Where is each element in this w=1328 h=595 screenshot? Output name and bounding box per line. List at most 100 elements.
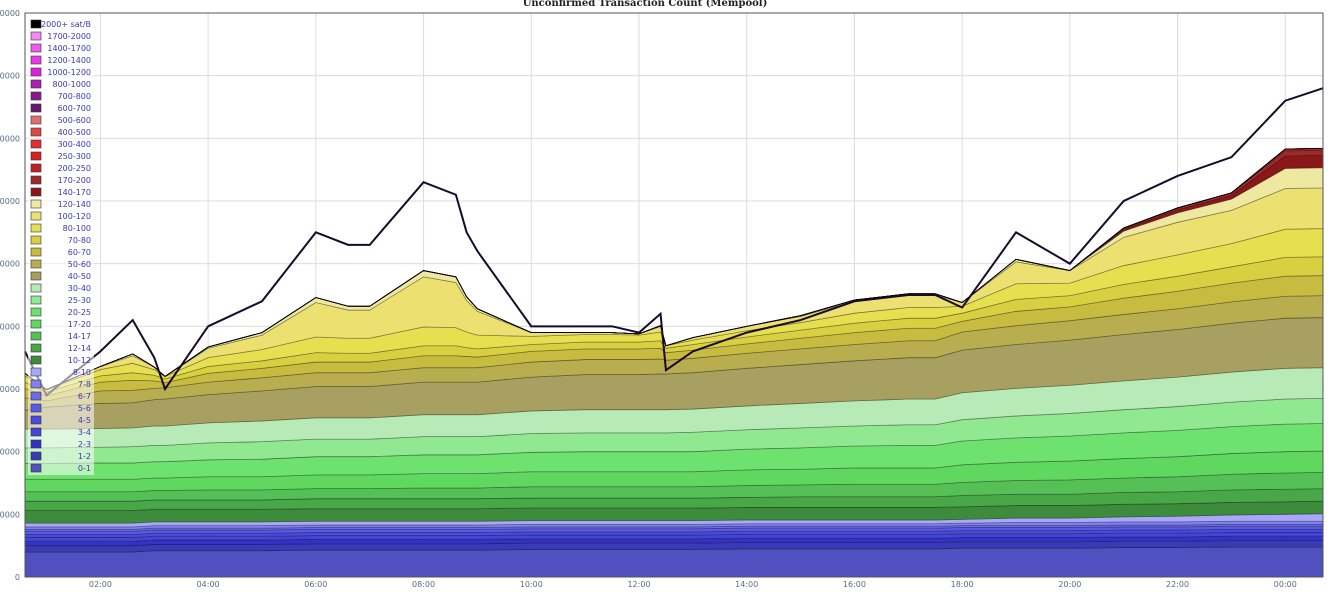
legend-label: 0-1	[78, 464, 91, 473]
legend-swatch	[30, 367, 42, 377]
legend-swatch	[30, 451, 42, 461]
legend-swatch	[30, 271, 42, 281]
legend-label: 14-17	[68, 332, 91, 341]
legend-swatch	[30, 403, 42, 413]
chart-title: Unconfirmed Transaction Count (Mempool)	[523, 0, 768, 9]
x-tick-label: 00:00	[1274, 580, 1297, 589]
legend-swatch	[30, 247, 42, 257]
y-tick-label: 60000	[0, 197, 20, 206]
y-tick-label: 70000	[0, 134, 20, 143]
legend-entry: 2000+ sat/B	[30, 19, 91, 29]
y-tick-label: 90000	[0, 9, 20, 18]
legend-label: 1000-1200	[47, 68, 91, 77]
legend-swatch	[30, 175, 42, 185]
legend-label: 140-170	[58, 188, 91, 197]
plot-frame	[24, 12, 1324, 578]
legend-entry: 100-120	[30, 211, 91, 221]
legend-label: 200-250	[58, 164, 91, 173]
y-tick-label: 0	[15, 573, 20, 582]
y-tick-label: 50000	[0, 260, 20, 269]
legend-label: 2-3	[78, 440, 91, 449]
legend-label: 8-10	[73, 368, 91, 377]
x-tick-label: 10:00	[520, 580, 543, 589]
legend-entry: 70-80	[30, 235, 91, 245]
x-tick-label: 02:00	[89, 580, 112, 589]
legend-swatch	[30, 115, 42, 125]
legend-label: 3-4	[78, 428, 91, 437]
legend-entry: 1700-2000	[30, 31, 91, 41]
legend-swatch	[30, 295, 42, 305]
legend-swatch	[30, 391, 42, 401]
legend-entry: 200-250	[30, 163, 91, 173]
legend-label: 20-25	[68, 308, 91, 317]
legend-entry: 400-500	[30, 127, 91, 137]
legend-swatch	[30, 163, 42, 173]
legend-label: 12-14	[68, 344, 91, 353]
legend-swatch	[30, 355, 42, 365]
legend-label: 1-2	[78, 452, 91, 461]
legend-label: 25-30	[68, 296, 91, 305]
legend-entry: 50-60	[30, 259, 91, 269]
x-tick-label: 16:00	[843, 580, 866, 589]
legend-entry: 7-8	[30, 379, 91, 389]
legend-label: 1700-2000	[47, 32, 91, 41]
legend-entry: 8-10	[30, 367, 91, 377]
legend-entry: 700-800	[30, 91, 91, 101]
legend-label: 40-50	[68, 272, 91, 281]
legend-entry: 2-3	[30, 439, 91, 449]
legend-entry: 3-4	[30, 427, 91, 437]
legend-entry: 800-1000	[30, 79, 91, 89]
legend-swatch	[30, 439, 42, 449]
legend-label: 100-120	[58, 212, 91, 221]
legend: 2000+ sat/B 1700-2000 1400-1700 1200-1400 10…	[28, 17, 94, 475]
legend-label: 800-1000	[52, 80, 91, 89]
x-tick-label: 22:00	[1166, 580, 1189, 589]
legend-label: 1200-1400	[47, 56, 91, 65]
legend-entry: 40-50	[30, 271, 91, 281]
x-tick-label: 20:00	[1058, 580, 1081, 589]
legend-label: 400-500	[58, 128, 91, 137]
legend-swatch	[30, 283, 42, 293]
legend-swatch	[30, 91, 42, 101]
legend-entry: 20-25	[30, 307, 91, 317]
legend-swatch	[30, 427, 42, 437]
legend-label: 250-300	[58, 152, 91, 161]
legend-entry: 30-40	[30, 283, 91, 293]
legend-swatch	[30, 67, 42, 77]
legend-label: 60-70	[68, 248, 91, 257]
legend-entry: 25-30	[30, 295, 91, 305]
legend-label: 6-7	[78, 392, 91, 401]
legend-swatch	[30, 223, 42, 233]
legend-swatch	[30, 199, 42, 209]
legend-swatch	[30, 151, 42, 161]
legend-entry: 1000-1200	[30, 67, 91, 77]
legend-swatch	[30, 127, 42, 137]
x-tick-label: 18:00	[951, 580, 974, 589]
legend-swatch	[30, 187, 42, 197]
legend-swatch	[30, 103, 42, 113]
legend-swatch	[30, 55, 42, 65]
legend-entry: 17-20	[30, 319, 91, 329]
legend-swatch	[30, 211, 42, 221]
legend-label: 4-5	[78, 416, 91, 425]
legend-entry: 300-400	[30, 139, 91, 149]
legend-swatch	[30, 235, 42, 245]
legend-entry: 60-70	[30, 247, 91, 257]
legend-entry: 600-700	[30, 103, 91, 113]
legend-swatch	[30, 307, 42, 317]
x-tick-label: 04:00	[197, 580, 220, 589]
legend-swatch	[30, 415, 42, 425]
y-tick-label: 20000	[0, 448, 20, 457]
legend-entry: 5-6	[30, 403, 91, 413]
legend-label: 30-40	[68, 284, 91, 293]
legend-swatch	[30, 31, 42, 41]
legend-swatch	[30, 79, 42, 89]
area-series-layer	[24, 87, 1324, 578]
legend-swatch	[30, 343, 42, 353]
y-tick-label: 10000	[0, 510, 20, 519]
legend-label: 500-600	[58, 116, 91, 125]
legend-entry: 10-12	[30, 355, 91, 365]
legend-entry: 12-14	[30, 343, 91, 353]
